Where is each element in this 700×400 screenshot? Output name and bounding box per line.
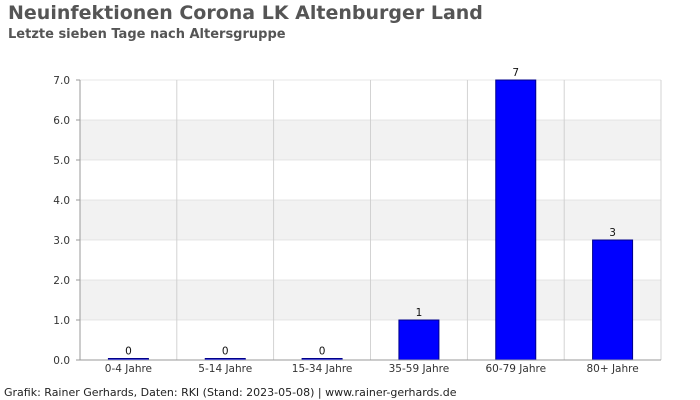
horizontal-gridlines bbox=[80, 79, 661, 361]
bars bbox=[107, 79, 634, 361]
value-label: 0 bbox=[125, 346, 132, 358]
value-label: 3 bbox=[609, 227, 616, 239]
value-label: 1 bbox=[416, 307, 423, 319]
x-tick-label: 0-4 Jahre bbox=[105, 363, 152, 375]
value-label: 7 bbox=[512, 67, 519, 79]
x-tick-label: 5-14 Jahre bbox=[198, 363, 252, 375]
y-tick-label: 4.0 bbox=[53, 195, 70, 207]
footer-credit: Grafik: Rainer Gerhards, Daten: RKI (Sta… bbox=[4, 386, 457, 399]
bar bbox=[495, 79, 537, 361]
y-tick-label: 7.0 bbox=[53, 75, 70, 87]
chart-title: Neuinfektionen Corona LK Altenburger Lan… bbox=[8, 2, 483, 24]
x-tick-labels: 0-4 Jahre 5-14 Jahre 15-34 Jahre 35-59 Jahr… bbox=[105, 363, 639, 375]
y-tick-labels: 0.0 1.0 2.0 3.0 4.0 5.0 6.0 7.0 bbox=[53, 75, 70, 367]
y-tick-label: 0.0 bbox=[53, 355, 70, 367]
y-tick-label: 6.0 bbox=[53, 115, 70, 127]
axes bbox=[76, 79, 661, 361]
chart-subtitle: Letzte sieben Tage nach Altersgruppe bbox=[8, 27, 286, 42]
value-label: 0 bbox=[222, 346, 229, 358]
y-tick-label: 5.0 bbox=[53, 155, 70, 167]
y-tick-label: 3.0 bbox=[53, 235, 70, 247]
bar bbox=[592, 239, 634, 361]
x-tick-label: 80+ Jahre bbox=[586, 363, 638, 375]
y-tick-label: 1.0 bbox=[53, 315, 70, 327]
y-tick-label: 2.0 bbox=[53, 275, 70, 287]
x-tick-label: 60-79 Jahre bbox=[485, 363, 546, 375]
x-tick-label: 15-34 Jahre bbox=[292, 363, 353, 375]
value-label: 0 bbox=[319, 346, 326, 358]
x-tick-label: 35-59 Jahre bbox=[389, 363, 450, 375]
bar bbox=[398, 319, 440, 361]
vertical-gridlines bbox=[176, 80, 662, 360]
value-labels: 0 0 0 1 7 3 bbox=[125, 67, 616, 358]
